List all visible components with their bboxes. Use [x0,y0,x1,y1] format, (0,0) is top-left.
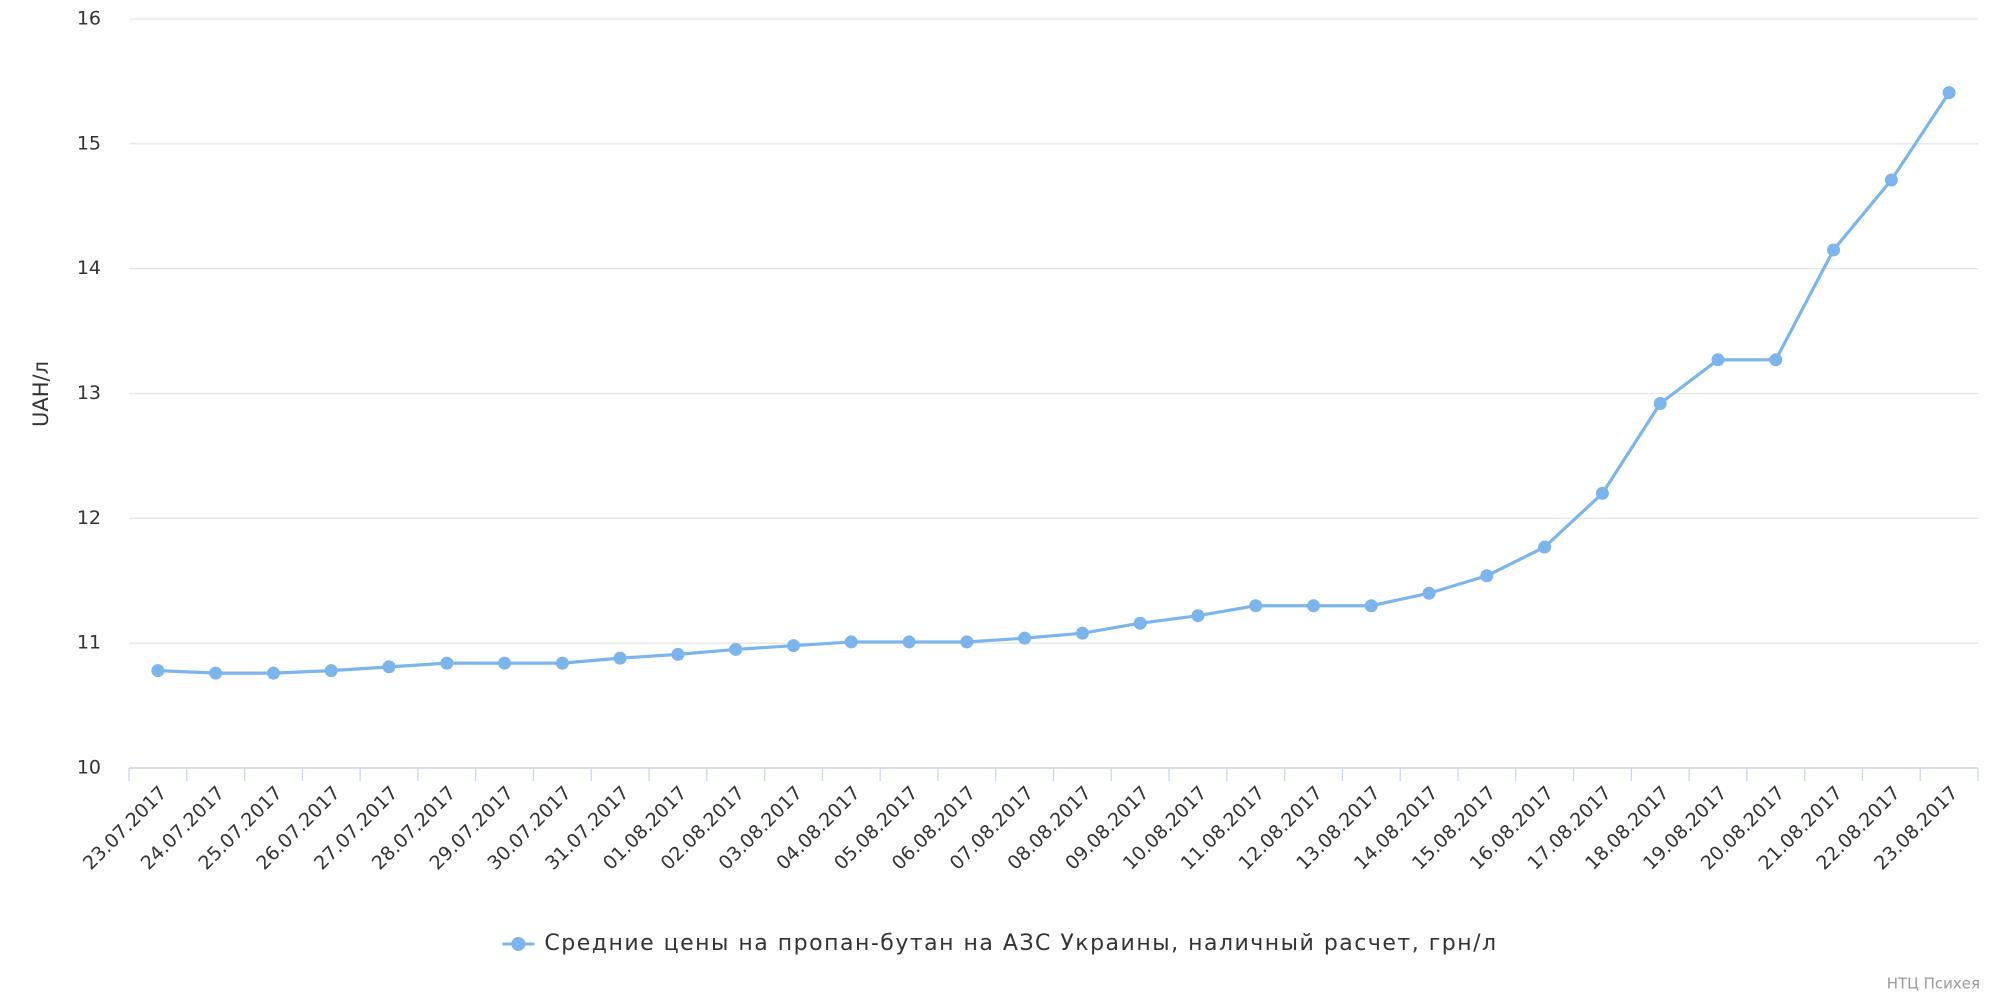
point [1422,586,1436,600]
y-tick-label: 15 [77,132,101,154]
point [1133,616,1147,630]
credit: НТЦ Психея [1887,975,1980,993]
legend-label: Средние цены на пропан-бутан на АЗС Укра… [544,931,1497,956]
y-axis-label: UAH/л [29,361,53,427]
point [613,651,627,665]
point [729,642,743,656]
legend-marker [511,937,526,951]
point [151,664,165,678]
point [1538,540,1552,554]
point [1942,86,1956,100]
point [960,635,974,649]
point [1827,243,1841,257]
point [440,656,454,670]
point [1249,599,1263,613]
y-tick-label: 14 [77,257,101,279]
point [1884,173,1898,187]
point [1480,569,1494,583]
point [1769,353,1783,367]
point [1653,396,1667,410]
point [1191,609,1205,623]
point [1307,599,1321,613]
point [555,656,569,670]
point [382,660,396,674]
y-tick-label: 13 [77,382,101,404]
point [1075,626,1089,640]
point [671,647,685,661]
y-tick-label: 10 [77,757,101,779]
legend-item: Средние цены на пропан-бутан на АЗС Укра… [502,931,1497,956]
point [786,639,800,653]
point [1595,486,1609,500]
point [266,666,280,680]
point [1364,599,1378,613]
y-tick-label: 16 [77,8,101,30]
point [498,656,512,670]
y-tick-label: 12 [77,507,101,529]
y-tick-label: 11 [77,632,101,654]
point [324,664,338,678]
point [1711,353,1725,367]
point [209,666,223,680]
point [844,635,858,649]
point [902,635,916,649]
line [157,91,1951,675]
point [1018,631,1032,645]
